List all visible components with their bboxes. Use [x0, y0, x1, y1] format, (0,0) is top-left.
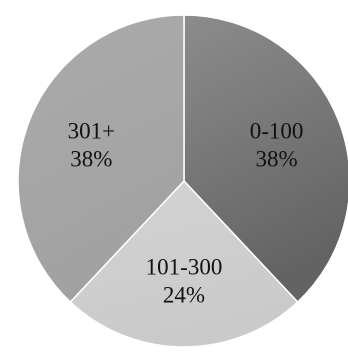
pie-labels: 0-100 38% 101-300 24% 301+ 38% — [68, 118, 304, 307]
slice-percent-2: 24% — [163, 283, 205, 308]
pie-slice-3 — [17, 14, 185, 304]
pie-slices — [17, 14, 348, 348]
slice-percent-3: 38% — [70, 146, 112, 171]
slice-label-1: 0-100 — [250, 118, 304, 143]
slice-percent-1: 38% — [256, 146, 298, 171]
pie-slice-1 — [183, 14, 348, 304]
slice-label-2: 101-300 — [146, 255, 223, 280]
slice-label-3: 301+ — [68, 118, 115, 143]
pie-slice-2 — [69, 179, 299, 348]
